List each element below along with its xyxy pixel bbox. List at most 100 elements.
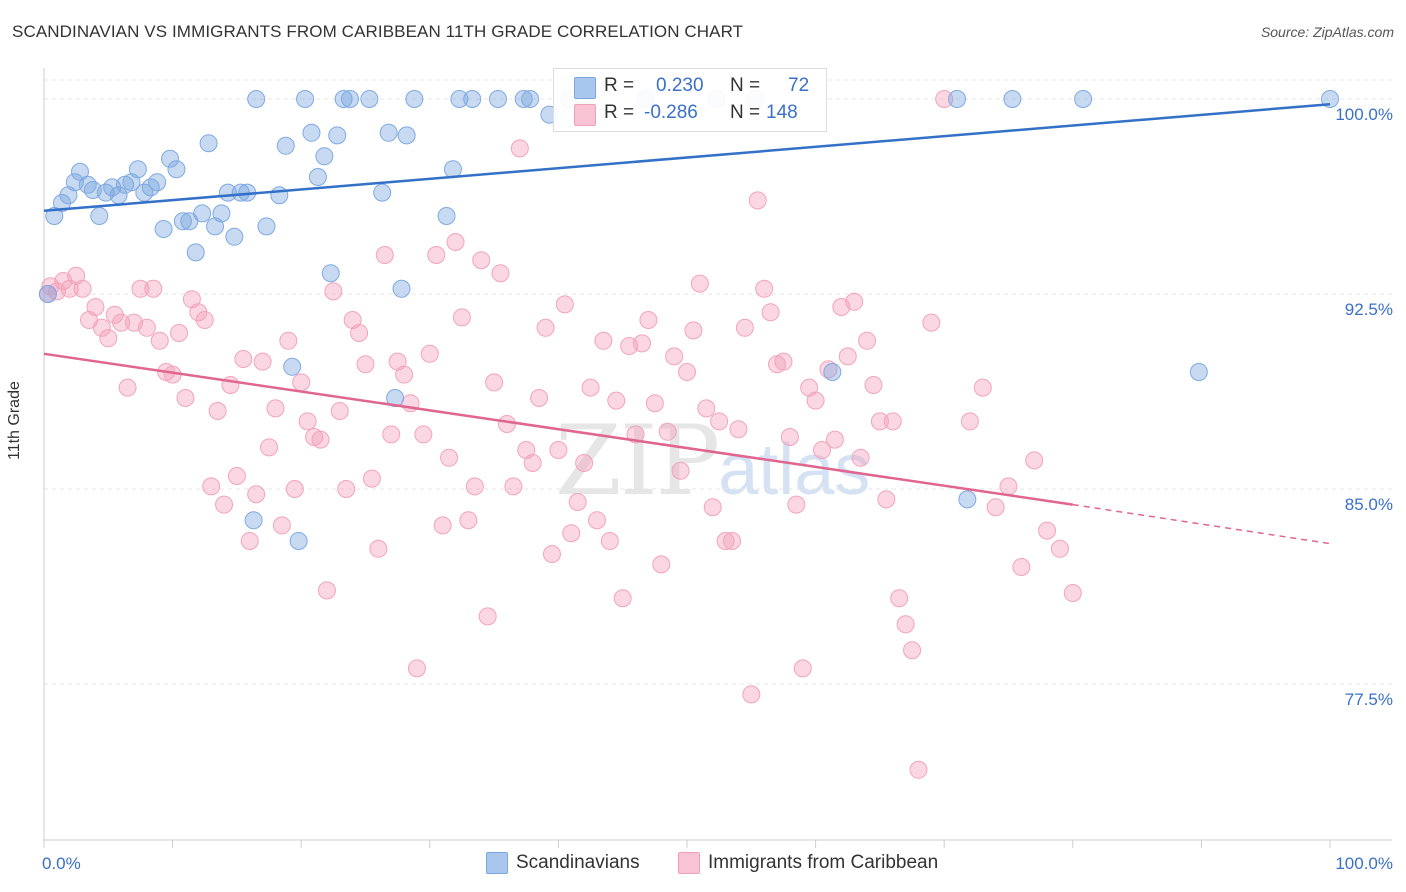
caribbean-point-26 (202, 477, 221, 496)
caribbean-point-93 (632, 334, 651, 353)
scandinavian-point-60 (521, 90, 540, 108)
caribbean-point-86 (587, 511, 606, 530)
legend-r-value: 0.230 (656, 75, 704, 96)
caribbean-point-53 (375, 246, 394, 264)
caribbean-point-35 (260, 438, 279, 457)
scandinavian-point-70 (1074, 90, 1093, 108)
caribbean-point-133 (890, 589, 909, 608)
scandinavian-point-43 (321, 264, 340, 283)
caribbean-point-101 (684, 321, 703, 340)
caribbean-point-136 (909, 760, 928, 779)
scandinavian-point-48 (373, 183, 392, 202)
chart-title: SCANDINAVIAN VS IMMIGRANTS FROM CARIBBEA… (12, 22, 744, 41)
scandinavian-point-37 (283, 357, 302, 376)
scandinavian-point-52 (397, 126, 416, 145)
caribbean-point-145 (1038, 521, 1057, 540)
caribbean-point-90 (613, 589, 632, 608)
caribbean-point-66 (459, 511, 478, 530)
trend-lines (43, 102, 1331, 545)
bottom-legend-label-caribbean: Immigrants from Caribbean (708, 852, 939, 873)
legend-n-value: 148 (766, 102, 798, 123)
caribbean-point-31 (234, 350, 253, 368)
legend-swatch-caribbean (574, 104, 596, 126)
caribbean-point-75 (517, 441, 536, 459)
caribbean-point-9 (92, 318, 111, 337)
caribbean-point-18 (150, 331, 169, 350)
legend-n-label: N = (730, 75, 761, 96)
x-tick-label-0: 0.0% (42, 854, 81, 873)
caribbean-point-138 (935, 90, 954, 108)
caribbean-point-64 (446, 233, 465, 251)
scandinavian-point-59 (514, 90, 533, 108)
caribbean-point-49 (350, 324, 369, 342)
caribbean-point-74 (510, 139, 529, 158)
caribbean-point-109 (735, 318, 754, 337)
caribbean-point-39 (285, 480, 304, 498)
scandinavian-point-8 (90, 207, 109, 225)
caribbean-point-127 (851, 448, 870, 467)
caribbean-point-37 (272, 516, 291, 535)
caribbean-point-61 (427, 246, 446, 264)
caribbean-point-85 (581, 378, 600, 397)
scandinavian-point-13 (122, 173, 141, 192)
scandinavian-point-66 (823, 363, 842, 381)
chart-source: Source: ZipAtlas.com (1260, 24, 1394, 40)
caribbean-point-32 (240, 532, 259, 550)
caribbean-point-100 (678, 363, 696, 381)
caribbean-point-13 (118, 378, 137, 397)
bottom-legend-caribbean: Immigrants from Caribbean (678, 852, 968, 876)
trend-line-caribbean (43, 352, 1073, 506)
caribbean-point-87 (594, 331, 613, 350)
caribbean-point-15 (131, 279, 150, 298)
caribbean-point-40 (292, 373, 311, 392)
caribbean-point-147 (1063, 584, 1082, 602)
caribbean-point-96 (652, 555, 671, 574)
scandinavian-point-33 (247, 90, 266, 108)
watermark-zip: ZIP (555, 405, 720, 517)
legend-swatch-scandinavians (574, 77, 596, 99)
caribbean-point-33 (247, 485, 266, 504)
caribbean-point-76 (523, 454, 542, 472)
trend-line-caribbean-extension (1072, 503, 1331, 545)
caribbean-point-132 (883, 412, 902, 431)
caribbean-point-56 (395, 365, 414, 384)
caribbean-point-116 (780, 428, 799, 446)
caribbean-point-106 (716, 532, 735, 550)
axes (43, 68, 1392, 848)
caribbean-point-47 (337, 480, 356, 498)
caribbean-point-23 (182, 290, 201, 309)
caribbean-point-121 (813, 441, 832, 459)
caribbean-point-115 (774, 352, 793, 371)
legend-n-label: N = (730, 102, 761, 123)
caribbean-point-140 (973, 378, 992, 397)
scandinavian-point-0 (38, 285, 57, 303)
caribbean-point-10 (99, 329, 118, 348)
caribbean-point-135 (903, 641, 922, 660)
scandinavian-point-39 (296, 90, 315, 108)
caribbean-point-68 (472, 251, 491, 270)
caribbean-point-110 (742, 685, 761, 704)
caribbean-point-5 (67, 266, 86, 285)
caribbean-point-38 (279, 331, 298, 350)
caribbean-point-120 (806, 391, 825, 410)
legend-r-value: -0.286 (644, 102, 698, 123)
caribbean-point-8 (86, 298, 105, 316)
caribbean-point-4 (60, 279, 79, 298)
caribbean-point-73 (504, 477, 523, 496)
scandinavian-point-45 (334, 90, 353, 108)
caribbean-point-126 (845, 292, 864, 311)
scandinavian-point-53 (405, 90, 424, 108)
caribbean-point-82 (562, 524, 581, 543)
legend-n-value: 72 (788, 75, 810, 96)
tick-labels: 77.5% 85.0% 92.5% 100.0% 0.0% 100.0% (42, 105, 1393, 873)
caribbean-point-65 (452, 308, 471, 327)
scandinavian-point-58 (488, 90, 507, 108)
scandinavian-point-35 (270, 186, 289, 205)
caribbean-point-88 (600, 532, 619, 550)
caribbean-point-21 (170, 324, 189, 342)
scandinavian-point-42 (315, 147, 334, 166)
caribbean-point-113 (761, 303, 780, 322)
caribbean-point-25 (195, 311, 214, 329)
caribbean-point-22 (176, 389, 195, 407)
